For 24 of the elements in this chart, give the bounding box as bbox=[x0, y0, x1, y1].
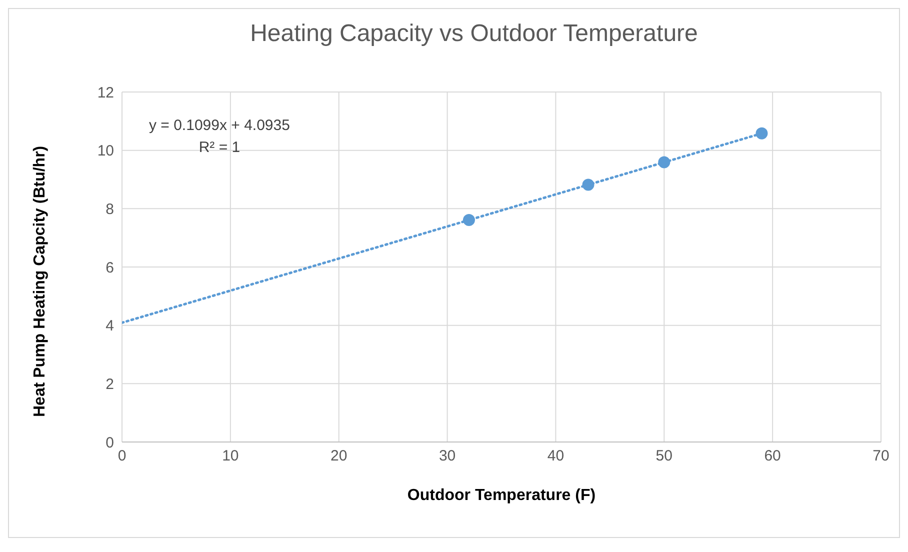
x-tick-label: 10 bbox=[222, 448, 239, 465]
x-tick-label: 60 bbox=[764, 448, 781, 465]
point bbox=[462, 214, 475, 226]
y-axis-title: Heat Pump Heating Capcity (Btu/hr) bbox=[32, 146, 49, 417]
point bbox=[658, 156, 670, 168]
y-tick-label: 2 bbox=[106, 376, 114, 393]
x-tick-label: 0 bbox=[118, 448, 126, 465]
chart-title: Heating Capacity vs Outdoor Temperature bbox=[249, 19, 699, 49]
point bbox=[756, 127, 768, 140]
point bbox=[582, 178, 594, 191]
x-tick-label: 30 bbox=[438, 448, 456, 465]
annotation: y = 0.1099x + 4.0935 bbox=[149, 116, 290, 136]
x-tick-label: 50 bbox=[656, 448, 672, 465]
y-tick-label: 10 bbox=[97, 142, 114, 160]
x-axis-title: Outdoor Temperature (F) bbox=[407, 487, 596, 504]
y-tick-label: 12 bbox=[97, 84, 114, 102]
x-tick-label: 70 bbox=[872, 448, 890, 465]
y-tick-label: 4 bbox=[106, 318, 114, 335]
x-tick-label: 40 bbox=[547, 448, 564, 465]
y-tick-label: 0 bbox=[106, 434, 114, 452]
y-tick-label: 8 bbox=[106, 200, 114, 218]
x-tick-label: 20 bbox=[330, 448, 348, 465]
annotation: R² = 1 bbox=[198, 138, 242, 158]
y-tick-label: 6 bbox=[106, 259, 114, 276]
